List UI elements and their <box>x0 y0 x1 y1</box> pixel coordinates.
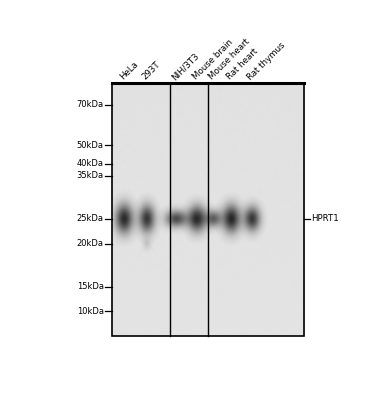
Text: Rat heart: Rat heart <box>225 47 260 82</box>
Text: Mouse brain: Mouse brain <box>191 38 234 82</box>
Text: HeLa: HeLa <box>118 60 140 82</box>
Text: 50kDa: 50kDa <box>77 140 104 150</box>
Text: 293T: 293T <box>141 60 162 82</box>
Text: 40kDa: 40kDa <box>77 159 104 168</box>
Text: NIH/3T3: NIH/3T3 <box>170 51 201 82</box>
Text: 70kDa: 70kDa <box>77 100 104 110</box>
Text: 20kDa: 20kDa <box>77 239 104 248</box>
Text: Mouse heart: Mouse heart <box>207 38 251 82</box>
Text: 10kDa: 10kDa <box>77 307 104 316</box>
Text: 15kDa: 15kDa <box>77 282 104 291</box>
Text: 35kDa: 35kDa <box>77 171 104 180</box>
Text: 25kDa: 25kDa <box>77 214 104 224</box>
Text: HPRT1: HPRT1 <box>311 214 338 224</box>
Text: Rat thymus: Rat thymus <box>245 40 287 82</box>
